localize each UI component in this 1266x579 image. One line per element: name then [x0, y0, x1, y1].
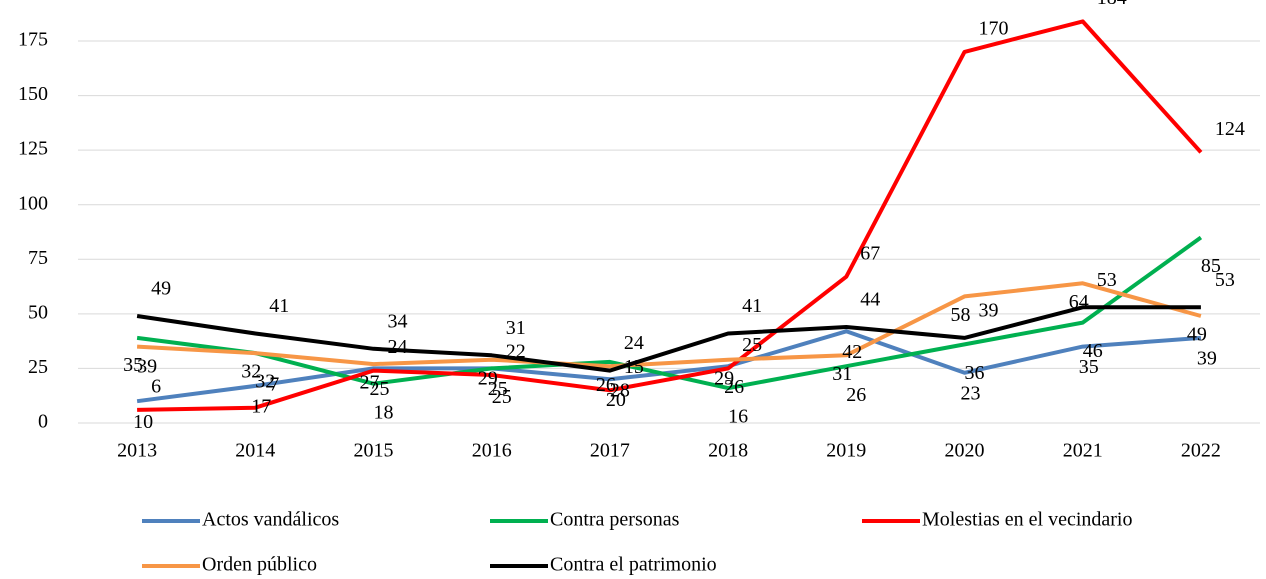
data-label: 20	[606, 389, 626, 411]
data-label: 46	[1083, 340, 1103, 362]
data-label: 25	[370, 378, 390, 400]
data-label: 25	[488, 378, 508, 400]
data-label: 53	[1097, 269, 1117, 291]
data-label: 67	[860, 242, 880, 264]
data-label: 35	[1079, 356, 1099, 378]
data-label: 28	[610, 379, 630, 401]
data-label: 18	[374, 401, 394, 423]
data-label: 6	[151, 375, 161, 397]
x-tick-label: 2014	[235, 440, 275, 462]
series-line	[137, 19, 1203, 412]
data-label: 34	[388, 310, 408, 332]
x-tick-label: 2020	[945, 440, 985, 462]
y-tick-label: 0	[38, 411, 48, 433]
data-label: 26	[846, 384, 866, 406]
data-label: 22	[506, 341, 526, 363]
x-tick-label: 2022	[1181, 440, 1221, 462]
data-label: 42	[842, 341, 862, 363]
data-label: 29	[478, 367, 498, 389]
data-label: 85	[1201, 255, 1221, 277]
x-tick-label: 2013	[117, 440, 157, 462]
data-label: 39	[979, 299, 999, 321]
data-label: 41	[742, 295, 762, 317]
legend-label: Molestias en el vecindario	[922, 509, 1133, 531]
series-line	[136, 305, 1201, 373]
y-tick-label: 100	[18, 192, 48, 214]
y-tick-label: 50	[28, 301, 48, 323]
data-label: 10	[133, 411, 153, 433]
series-line	[136, 281, 1202, 369]
data-label: 25	[492, 386, 512, 408]
data-label: 32	[255, 371, 275, 393]
data-label: 35	[123, 354, 143, 376]
x-tick-label: 2015	[354, 440, 394, 462]
data-label: 44	[860, 289, 880, 311]
data-label: 124	[1215, 118, 1245, 140]
data-label: 25	[742, 334, 762, 356]
data-label: 26	[596, 374, 616, 396]
data-label: 29	[714, 367, 734, 389]
series-line	[136, 329, 1202, 404]
data-label: 16	[728, 406, 748, 428]
x-tick-label: 2017	[590, 440, 630, 462]
data-label: 23	[961, 382, 981, 404]
data-label: 15	[624, 356, 644, 378]
data-label: 53	[1215, 269, 1235, 291]
data-label: 26	[724, 376, 744, 398]
legend-label: Contra personas	[550, 509, 680, 531]
y-tick-label: 150	[18, 83, 48, 105]
data-label: 27	[360, 372, 380, 394]
series-line	[136, 235, 1203, 391]
data-label: 32	[241, 361, 261, 383]
data-label: 24	[388, 336, 408, 358]
data-label: 58	[951, 304, 971, 326]
legend-label: Contra el patrimonio	[550, 554, 717, 576]
data-label: 41	[269, 295, 289, 317]
data-label: 49	[151, 278, 171, 300]
data-label: 31	[506, 317, 526, 339]
y-tick-label: 175	[18, 29, 48, 51]
data-label: 24	[624, 332, 644, 354]
x-tick-label: 2019	[826, 440, 866, 462]
legend-label: Orden público	[202, 554, 317, 576]
data-label: 39	[137, 355, 157, 377]
data-label: 39	[1197, 347, 1217, 369]
y-tick-label: 25	[28, 356, 48, 378]
x-tick-label: 2021	[1063, 440, 1103, 462]
data-label: 49	[1187, 324, 1207, 346]
y-tick-label: 75	[28, 247, 48, 269]
x-tick-label: 2018	[708, 440, 748, 462]
data-label: 64	[1069, 291, 1089, 313]
legend-label: Actos vandálicos	[202, 509, 339, 531]
data-label: 170	[979, 18, 1009, 40]
data-label: 17	[251, 395, 271, 417]
data-label: 184	[1097, 0, 1127, 9]
data-label: 31	[832, 363, 852, 385]
data-label: 36	[965, 362, 985, 384]
y-tick-label: 125	[18, 138, 48, 160]
x-tick-label: 2016	[472, 440, 512, 462]
data-label: 7	[269, 373, 279, 395]
